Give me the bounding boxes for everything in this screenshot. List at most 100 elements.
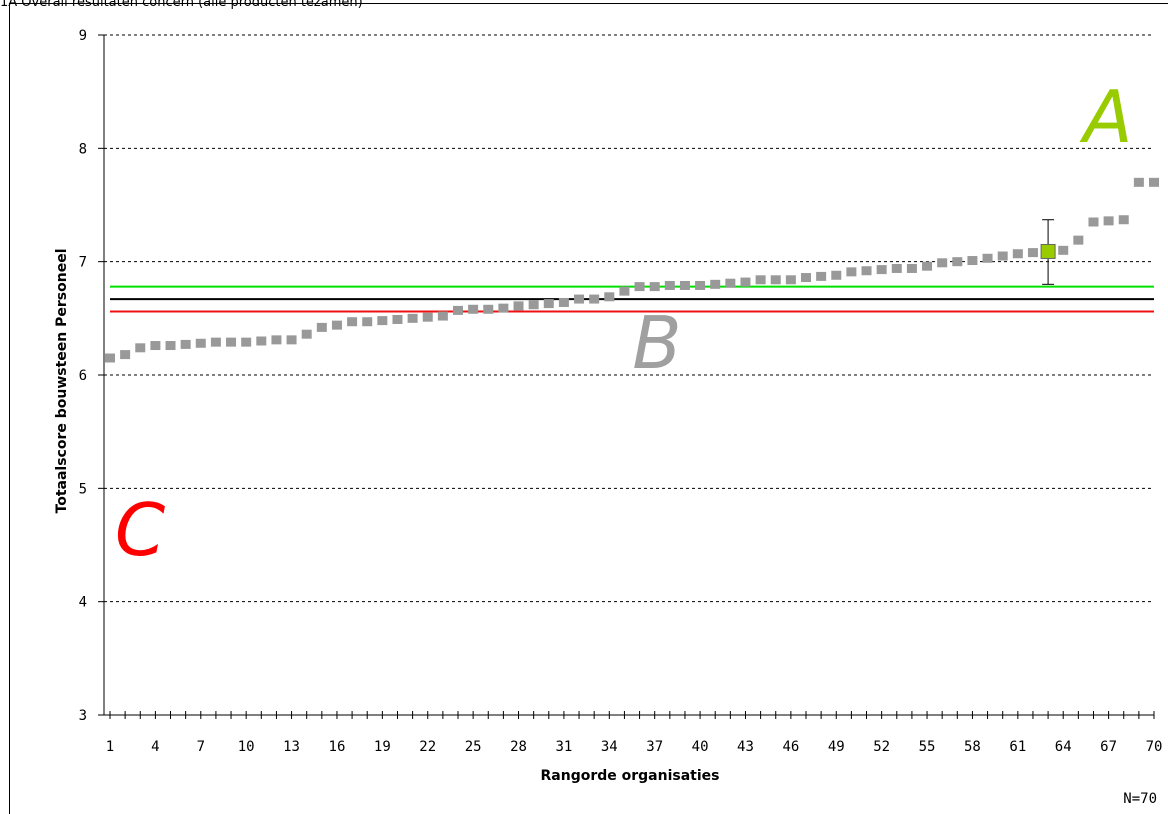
x-tick-label: 28 — [510, 739, 527, 755]
data-point — [316, 322, 327, 332]
x-tick-label: 55 — [919, 739, 936, 755]
data-point — [271, 335, 282, 345]
data-point — [574, 294, 585, 304]
x-tick-label: 4 — [151, 739, 159, 755]
y-tick-label: 8 — [79, 141, 87, 157]
data-point — [301, 329, 312, 339]
data-point — [135, 343, 146, 353]
data-point — [740, 277, 751, 287]
data-point — [241, 337, 252, 347]
y-tick-label: 6 — [79, 368, 87, 384]
x-tick-label: 10 — [238, 739, 255, 755]
highlight-marker — [1040, 243, 1056, 259]
data-point — [528, 300, 539, 310]
data-point — [468, 304, 479, 314]
x-tick-label: 7 — [197, 739, 205, 755]
data-point — [755, 275, 766, 285]
x-tick-label: 64 — [1055, 739, 1072, 755]
x-tick-label: 58 — [964, 739, 981, 755]
y-tick-label: 7 — [79, 255, 87, 271]
x-tick-label: 52 — [873, 739, 890, 755]
data-point — [422, 312, 433, 322]
data-point — [1027, 248, 1038, 258]
x-tick-label: 13 — [283, 739, 300, 755]
data-point — [619, 286, 630, 296]
data-point — [180, 339, 191, 349]
data-point — [150, 341, 161, 351]
data-point — [377, 316, 388, 326]
data-point — [1103, 216, 1114, 226]
data-point — [679, 280, 690, 290]
data-point — [801, 273, 811, 283]
zone-label-b: B — [632, 301, 681, 385]
zone-labels: A B C — [115, 75, 1133, 572]
data-point — [589, 294, 600, 304]
data-point — [165, 341, 176, 351]
data-point — [710, 279, 721, 289]
x-tick-label: 43 — [737, 739, 754, 755]
data-point — [1012, 249, 1023, 259]
y-tick-label: 3 — [79, 708, 87, 724]
x-tick-label: 37 — [646, 739, 663, 755]
data-point — [816, 271, 827, 281]
data-point — [906, 263, 917, 273]
x-tick-label: 61 — [1009, 739, 1026, 755]
grid-lines — [104, 34, 1154, 603]
data-point — [437, 311, 448, 321]
chart-caption: 1A Overall resultaten concern (alle prod… — [0, 0, 363, 10]
data-point — [770, 275, 781, 285]
data-point — [997, 251, 1008, 261]
data-point — [876, 265, 887, 275]
data-point — [785, 275, 796, 285]
data-point — [347, 317, 358, 327]
x-tick-label: 70 — [1146, 739, 1163, 755]
data-point — [453, 305, 463, 315]
data-point — [967, 256, 978, 266]
data-point — [1133, 177, 1144, 187]
x-tick-label: 40 — [692, 739, 709, 755]
data-point — [331, 320, 342, 330]
highlight-point — [1040, 219, 1056, 285]
data-point — [1058, 245, 1069, 255]
data-point — [891, 263, 902, 273]
y-tick-label: 5 — [79, 481, 87, 497]
data-point — [1118, 215, 1129, 225]
data-point — [952, 257, 963, 267]
x-tick-label: 49 — [828, 739, 845, 755]
zone-label-a: A — [1079, 75, 1132, 159]
data-point — [649, 282, 660, 292]
data-point — [922, 261, 933, 271]
data-point — [725, 278, 736, 288]
data-point — [982, 253, 993, 263]
data-point — [513, 301, 524, 311]
data-point — [392, 314, 403, 324]
data-point — [558, 297, 569, 307]
data-point — [604, 292, 615, 302]
data-point — [831, 270, 842, 280]
data-point — [407, 313, 418, 323]
data-point — [498, 303, 509, 313]
data-point — [105, 353, 115, 363]
x-tick-label: 19 — [374, 739, 391, 755]
x-tick-label: 1 — [106, 739, 114, 755]
data-point — [120, 350, 131, 360]
x-axis-label: Rangorde organisaties — [541, 768, 720, 784]
axes — [98, 34, 1155, 719]
data-point — [846, 267, 857, 277]
data-point — [1073, 235, 1084, 245]
zone-label-c: C — [115, 488, 166, 572]
y-axis-label: Totaalscore bouwsteen Personeel — [54, 249, 70, 514]
data-point — [695, 280, 706, 290]
data-point — [256, 336, 267, 346]
x-tick-label: 16 — [329, 739, 346, 755]
data-points — [105, 177, 1159, 363]
data-point — [664, 280, 675, 290]
sample-size-note: N=70 — [1123, 791, 1157, 807]
x-tick-label: 67 — [1100, 739, 1117, 755]
data-point — [483, 304, 494, 314]
data-point — [286, 335, 297, 345]
data-point — [226, 337, 237, 347]
data-point — [937, 258, 948, 268]
